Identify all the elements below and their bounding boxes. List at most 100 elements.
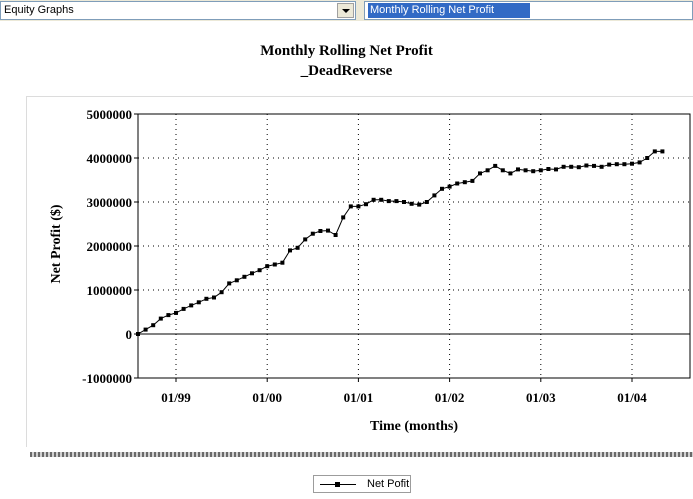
data-point bbox=[447, 184, 452, 189]
data-point bbox=[295, 245, 300, 250]
data-point bbox=[257, 268, 262, 273]
graph-category-select[interactable]: Equity Graphs bbox=[0, 1, 356, 20]
legend-label: Net Pofit bbox=[367, 478, 410, 490]
data-point bbox=[364, 202, 368, 207]
data-point bbox=[500, 168, 505, 173]
series-line bbox=[137, 150, 663, 335]
data-point bbox=[143, 327, 148, 332]
chart-panel bbox=[26, 96, 693, 447]
data-point bbox=[599, 164, 604, 169]
data-point bbox=[440, 186, 444, 191]
data-point bbox=[318, 229, 323, 233]
graph-type-select[interactable]: Monthly Rolling Net Profit bbox=[364, 1, 693, 20]
chart-title: Monthly Rolling Net Profit bbox=[260, 43, 433, 59]
data-point bbox=[265, 264, 270, 269]
data-point bbox=[402, 200, 406, 204]
data-point bbox=[280, 260, 285, 265]
data-point bbox=[584, 163, 589, 168]
dropdown-button[interactable] bbox=[337, 3, 354, 18]
data-point bbox=[136, 332, 140, 336]
x-tick-label: 01/99 bbox=[161, 390, 191, 405]
data-point bbox=[630, 161, 634, 166]
y-tick-label: 5000000 bbox=[87, 107, 133, 122]
data-point bbox=[250, 271, 254, 276]
data-point bbox=[181, 306, 186, 311]
y-tick-label: 3000000 bbox=[87, 195, 133, 210]
data-point bbox=[660, 149, 665, 154]
data-point bbox=[652, 149, 657, 154]
graph-type-select-value: Monthly Rolling Net Profit bbox=[368, 3, 530, 18]
data-point bbox=[242, 274, 247, 279]
data-point bbox=[569, 164, 574, 169]
y-tick-label: 1000000 bbox=[87, 283, 133, 298]
data-point bbox=[417, 202, 422, 207]
data-point bbox=[455, 181, 460, 186]
data-point bbox=[219, 290, 224, 295]
data-point bbox=[348, 204, 353, 209]
data-point bbox=[151, 323, 156, 328]
data-point bbox=[554, 167, 558, 172]
data-point bbox=[614, 162, 619, 167]
x-tick-label: 01/02 bbox=[435, 390, 465, 405]
data-point bbox=[409, 201, 414, 206]
data-point bbox=[303, 237, 308, 242]
y-tick-label: 2000000 bbox=[87, 239, 133, 254]
data-point bbox=[227, 281, 232, 286]
toolbar: Equity Graphs Monthly Rolling Net Profit bbox=[0, 0, 693, 21]
chart-legend: Net Pofit bbox=[313, 475, 411, 493]
data-point bbox=[310, 231, 315, 236]
data-point bbox=[531, 169, 536, 174]
data-point bbox=[645, 156, 650, 160]
panel-divider bbox=[30, 452, 693, 457]
legend-marker bbox=[335, 482, 340, 487]
data-point bbox=[212, 295, 216, 300]
data-point bbox=[333, 233, 338, 237]
y-axis-title: Net Profit ($) bbox=[49, 204, 64, 283]
data-point bbox=[432, 193, 437, 198]
data-point bbox=[272, 262, 277, 267]
y-tick-label: 4000000 bbox=[87, 151, 133, 166]
data-point bbox=[622, 162, 627, 167]
data-point bbox=[166, 313, 171, 318]
data-point bbox=[478, 171, 482, 176]
data-point bbox=[341, 215, 346, 220]
data-point bbox=[576, 165, 581, 170]
x-axis-title: Time (months) bbox=[370, 419, 458, 434]
chart-subtitle: _DeadReverse bbox=[300, 63, 393, 79]
x-tick-label: 01/04 bbox=[617, 390, 647, 405]
x-tick-label: 01/01 bbox=[344, 390, 374, 405]
data-point bbox=[538, 168, 543, 173]
data-point bbox=[637, 160, 642, 165]
data-point bbox=[485, 168, 490, 173]
data-point bbox=[516, 167, 520, 172]
data-point bbox=[386, 199, 391, 204]
data-point bbox=[523, 168, 528, 173]
data-point bbox=[607, 162, 612, 167]
data-point bbox=[174, 310, 178, 315]
data-point bbox=[158, 316, 163, 321]
y-tick-label: -1000000 bbox=[82, 371, 132, 386]
data-point bbox=[326, 228, 330, 233]
data-point bbox=[470, 178, 475, 183]
data-point bbox=[462, 180, 467, 185]
data-point bbox=[394, 199, 399, 204]
data-point bbox=[196, 300, 201, 305]
x-tick-label: 01/00 bbox=[252, 390, 282, 405]
data-point bbox=[424, 200, 429, 204]
x-tick-label: 01/03 bbox=[526, 390, 556, 405]
data-point bbox=[288, 248, 292, 253]
data-point bbox=[189, 303, 194, 308]
chevron-down-icon bbox=[341, 8, 350, 13]
data-point bbox=[234, 278, 239, 283]
data-point bbox=[493, 163, 498, 168]
data-point bbox=[546, 167, 551, 171]
data-point bbox=[204, 296, 209, 301]
data-point bbox=[561, 164, 566, 169]
data-point bbox=[379, 197, 384, 202]
data-point bbox=[592, 163, 596, 168]
data-point bbox=[356, 204, 361, 209]
graph-category-select-value: Equity Graphs bbox=[4, 4, 74, 16]
y-tick-label: 0 bbox=[126, 327, 133, 342]
data-point bbox=[371, 197, 376, 202]
